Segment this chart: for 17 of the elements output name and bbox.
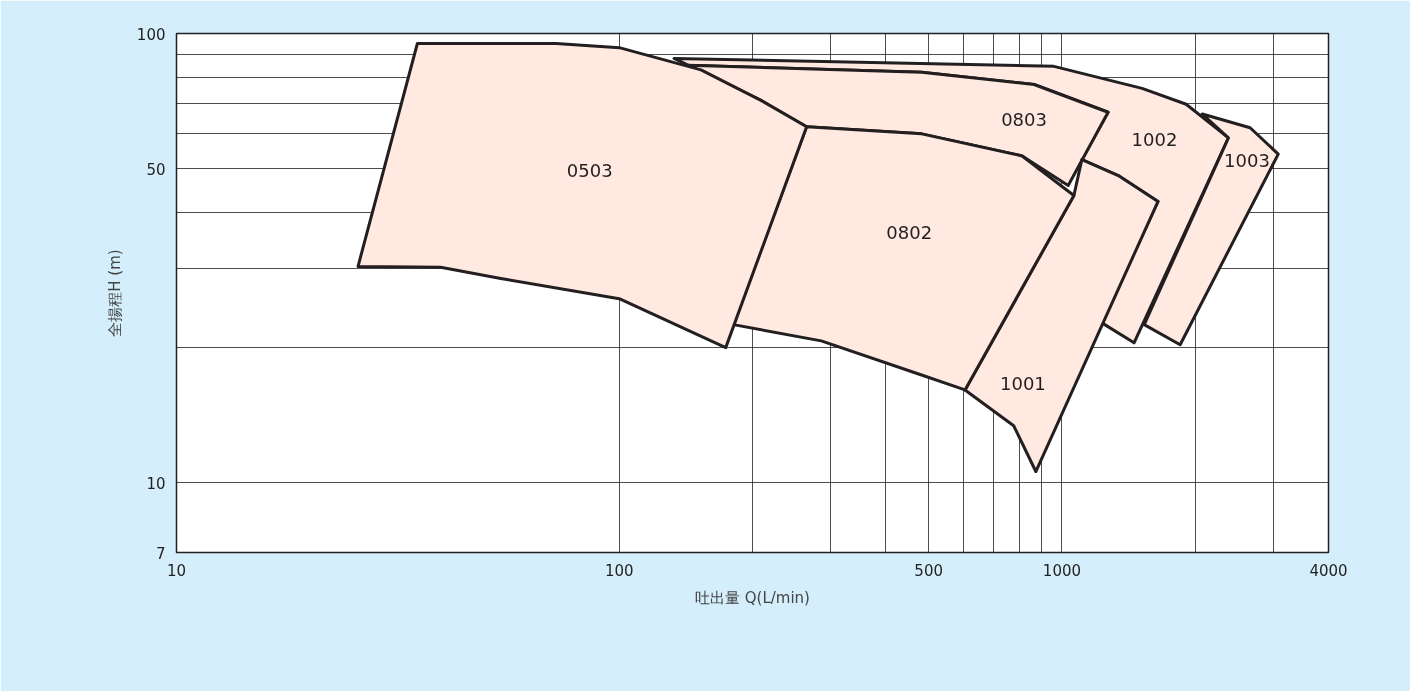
series-label: 1001 <box>1000 372 1046 394</box>
y-tick-label: 7 <box>155 544 166 563</box>
y-axis-title: 全揚程H (m) <box>105 249 124 337</box>
x-tick-label: 10 <box>166 561 187 580</box>
y-tick-label: 10 <box>146 474 166 493</box>
series-label: 1003 <box>1224 149 1270 171</box>
y-tick-label: 50 <box>146 160 166 179</box>
x-axis-title: 吐出量 Q(L/min) <box>695 588 810 607</box>
x-tick-label: 4000 <box>1309 561 1348 580</box>
x-tick-label: 500 <box>914 561 943 580</box>
series-label: 0503 <box>566 159 613 181</box>
x-tick-label: 1000 <box>1042 561 1082 580</box>
series-label: 1002 <box>1131 128 1178 150</box>
series-label: 0802 <box>886 221 933 243</box>
y-tick-label: 100 <box>136 25 166 44</box>
series-label: 0803 <box>1001 108 1047 130</box>
x-tick-label: 100 <box>604 561 634 580</box>
